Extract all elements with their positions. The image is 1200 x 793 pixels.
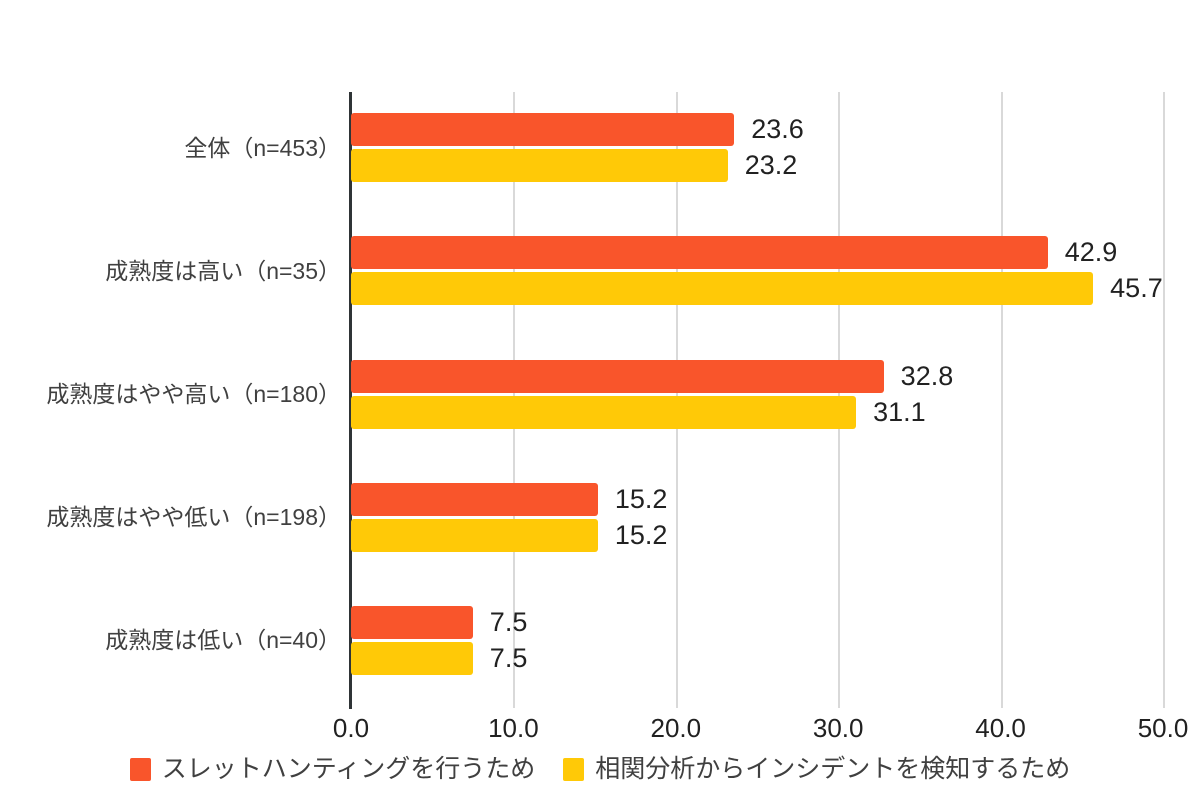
gridline-50.0	[1163, 92, 1165, 708]
category-label-0: 全体（n=453）	[184, 134, 341, 161]
x-axis-tick-labels: 0.0 10.0 20.0 30.0 40.0 50.0	[0, 712, 1200, 746]
plot-area: 23.6 23.2 42.9 45.7 32.8 31.1 15.2 15.2 7.5 7.5	[351, 92, 1163, 708]
gridline-40.0	[1000, 92, 1003, 708]
bar-group: 7.5 7.5	[351, 605, 1163, 675]
bar-0-1[interactable]	[351, 236, 1048, 270]
legend-swatch-icon	[563, 757, 585, 781]
bar-1-1[interactable]	[351, 272, 1094, 306]
bar-0-0[interactable]	[351, 113, 735, 147]
y-axis-line	[349, 92, 352, 709]
bar-value-label: 7.5	[489, 642, 528, 673]
bar-1-3[interactable]	[351, 518, 598, 552]
x-tick-label-30.0: 30.0	[812, 713, 864, 743]
bar-1-2[interactable]	[351, 395, 857, 429]
category-label-1: 成熟度は高い（n=35）	[105, 257, 341, 284]
x-tick-label-40.0: 40.0	[975, 713, 1026, 743]
bar-0-3[interactable]	[351, 482, 598, 516]
bar-value-label: 23.6	[751, 114, 804, 145]
chart-legend: スレットハンティングを行うため 相関分析からインシデントを検知するため	[0, 748, 1200, 790]
legend-label: 相関分析からインシデントを検知するため	[595, 755, 1071, 783]
legend-item-1[interactable]: 相関分析からインシデントを検知するため	[563, 754, 1070, 784]
bar-value-label: 7.5	[489, 606, 528, 637]
bar-value-label: 31.1	[873, 396, 926, 427]
x-tick-label-10.0: 10.0	[488, 713, 539, 743]
x-tick-label-20.0: 20.0	[650, 713, 702, 743]
x-tick-label-50.0: 50.0	[1137, 713, 1189, 743]
bar-value-label: 32.8	[900, 360, 954, 391]
bar-group: 42.9 45.7	[351, 236, 1163, 306]
bar-value-label: 45.7	[1110, 273, 1163, 304]
category-label-2: 成熟度はやや高い（n=180）	[46, 381, 341, 407]
bar-value-label: 42.9	[1064, 237, 1118, 268]
legend-label: スレットハンティングを行うため	[161, 755, 536, 783]
bar-group: 23.6 23.2	[351, 113, 1163, 183]
bar-group: 32.8 31.1	[351, 359, 1163, 429]
bar-0-4[interactable]	[351, 605, 473, 639]
bar-group: 15.2 15.2	[351, 482, 1163, 552]
category-label-3: 成熟度はやや低い（n=198）	[46, 504, 341, 531]
bar-1-0[interactable]	[351, 149, 728, 183]
category-label-4: 成熟度は低い（n=40）	[105, 627, 341, 654]
category-axis-labels: 全体（n=453） 成熟度は高い（n=35） 成熟度はやや高い（n=180） 成熟度は…	[0, 92, 341, 708]
bar-0-2[interactable]	[351, 359, 884, 393]
x-tick-label-0.0: 0.0	[332, 713, 370, 743]
bar-value-label: 23.2	[744, 150, 798, 181]
bar-1-4[interactable]	[351, 641, 473, 675]
bar-value-label: 15.2	[614, 519, 668, 550]
bar-value-label: 15.2	[614, 483, 668, 514]
legend-swatch-icon	[129, 757, 151, 781]
legend-item-0[interactable]: スレットハンティングを行うため	[129, 754, 536, 784]
